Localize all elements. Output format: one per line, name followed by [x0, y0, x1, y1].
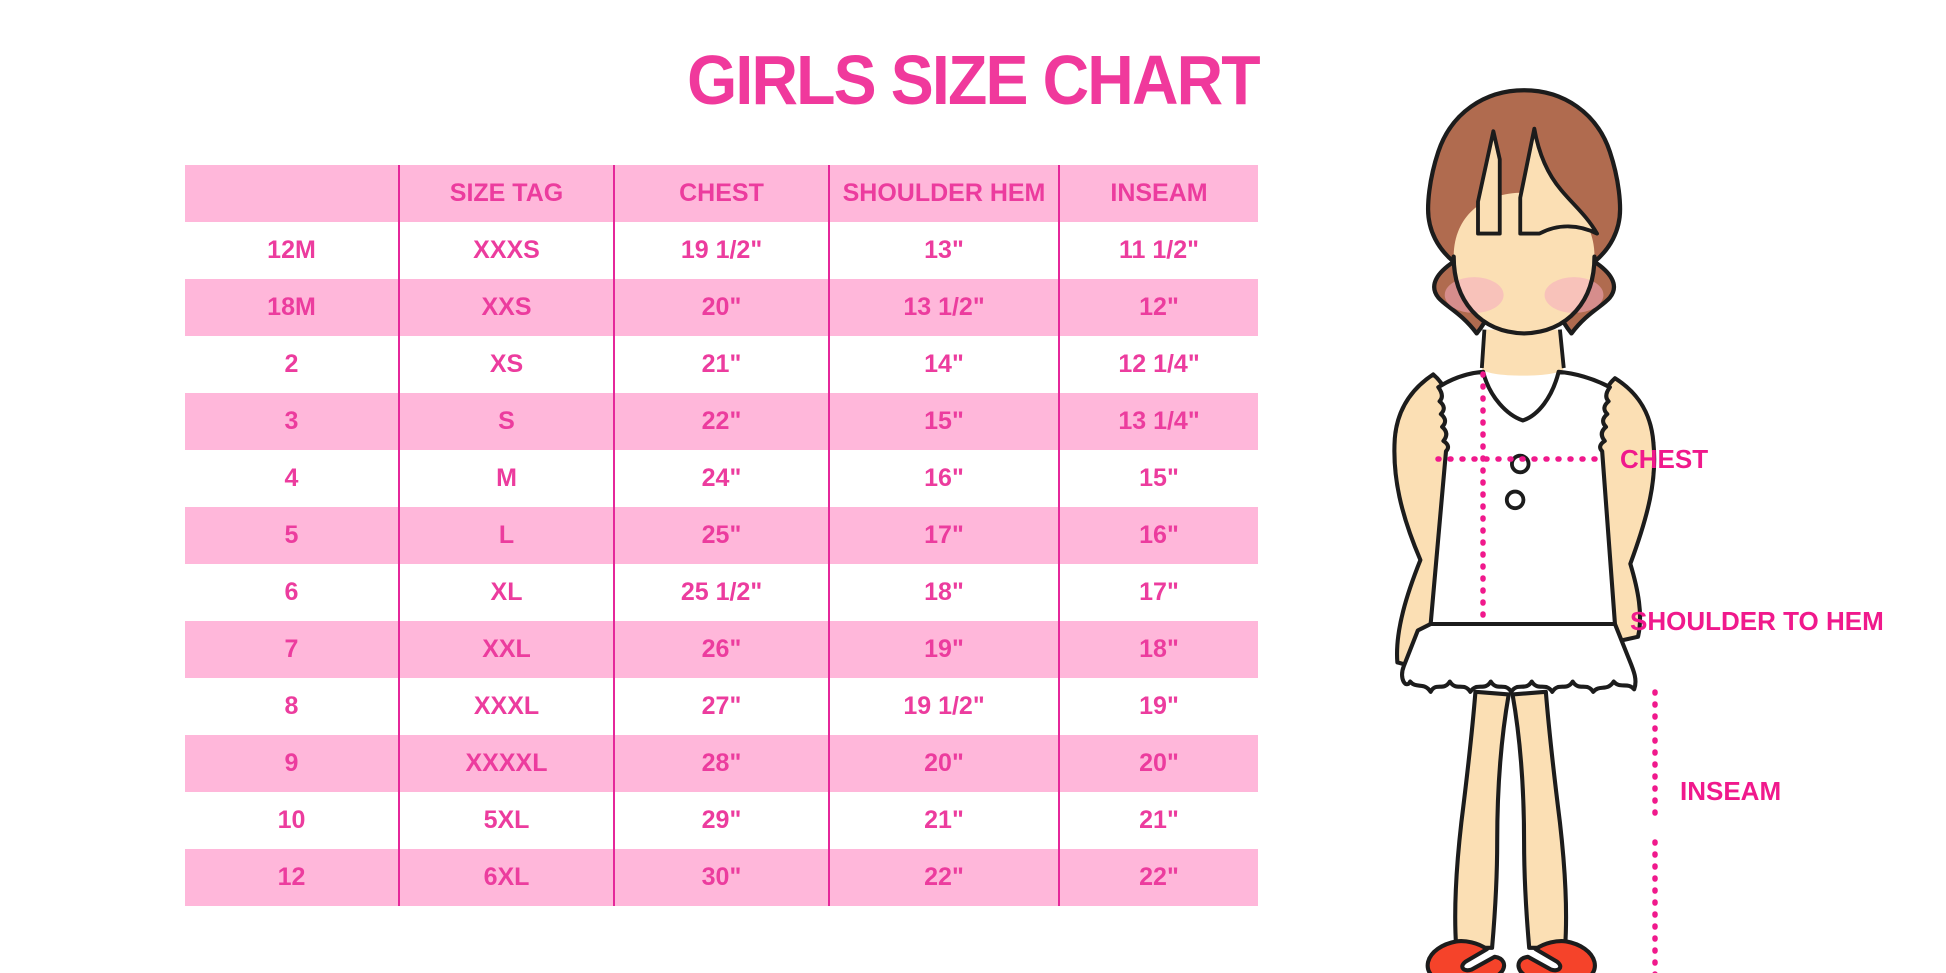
svg-text:CHEST: CHEST [1620, 444, 1708, 474]
svg-text:SHOULDER TO HEM: SHOULDER TO HEM [1630, 606, 1884, 636]
svg-text:INSEAM: INSEAM [1680, 776, 1781, 806]
